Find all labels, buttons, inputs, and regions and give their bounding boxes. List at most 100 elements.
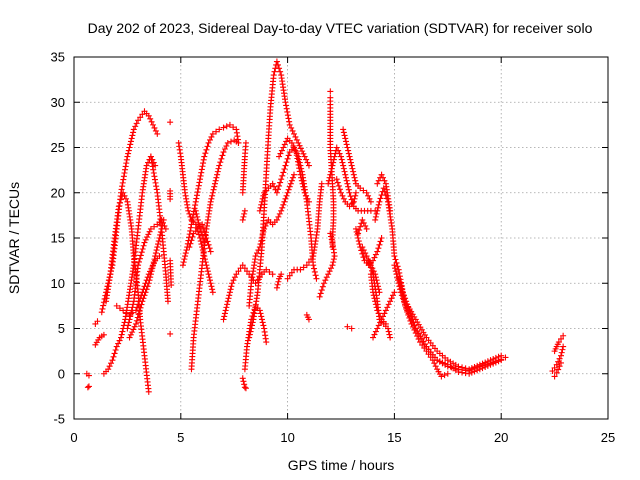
data-point bbox=[311, 268, 318, 275]
data-point bbox=[280, 169, 287, 176]
data-point bbox=[137, 252, 144, 259]
data-point bbox=[123, 309, 130, 316]
data-point bbox=[310, 262, 317, 269]
y-axis-ticks: -5 0 5 10 15 20 25 30 35 bbox=[51, 50, 608, 427]
data-point bbox=[330, 259, 337, 266]
data-point bbox=[387, 298, 394, 305]
data-point bbox=[269, 271, 276, 278]
data-point bbox=[336, 150, 343, 157]
data-point bbox=[116, 199, 123, 206]
data-point bbox=[401, 299, 408, 306]
data-point bbox=[300, 183, 307, 190]
data-point bbox=[127, 310, 134, 317]
data-point bbox=[343, 177, 350, 184]
y-tick-label: 0 bbox=[58, 366, 65, 381]
data-point bbox=[462, 365, 469, 372]
data-point bbox=[399, 289, 406, 296]
data-point bbox=[226, 292, 233, 299]
data-point bbox=[340, 165, 347, 172]
data-point bbox=[438, 373, 445, 380]
data-point bbox=[98, 309, 105, 316]
data-point bbox=[188, 221, 195, 228]
data-point bbox=[194, 216, 201, 223]
data-point bbox=[142, 236, 149, 243]
data-point bbox=[381, 310, 388, 317]
data-point bbox=[305, 162, 312, 169]
data-point bbox=[123, 156, 130, 163]
data-point bbox=[247, 328, 254, 335]
data-point bbox=[345, 186, 352, 193]
data-point bbox=[127, 138, 134, 145]
data-point bbox=[194, 189, 201, 196]
data-point bbox=[150, 262, 157, 269]
data-point bbox=[210, 186, 217, 193]
data-point bbox=[230, 124, 237, 131]
data-point bbox=[560, 343, 567, 350]
data-point bbox=[209, 286, 216, 293]
chart-title: Day 202 of 2023, Sidereal Day-to-day VTE… bbox=[88, 20, 593, 36]
data-point bbox=[296, 142, 303, 149]
data-point bbox=[138, 249, 145, 256]
data-point bbox=[549, 368, 556, 375]
data-point bbox=[396, 269, 403, 276]
data-point bbox=[126, 316, 133, 323]
track-52 bbox=[551, 359, 565, 380]
data-point bbox=[278, 271, 285, 278]
data-point bbox=[117, 334, 124, 341]
data-point bbox=[151, 223, 158, 230]
data-point bbox=[282, 162, 289, 169]
data-point bbox=[305, 259, 312, 266]
data-point bbox=[281, 141, 288, 148]
data-point bbox=[148, 156, 155, 163]
data-point bbox=[130, 126, 137, 133]
y-tick-label: 20 bbox=[51, 185, 65, 200]
data-point bbox=[414, 333, 421, 340]
plot-frame bbox=[73, 56, 609, 420]
data-point bbox=[502, 354, 509, 361]
data-point bbox=[330, 156, 337, 163]
data-point bbox=[187, 227, 194, 234]
data-point bbox=[312, 272, 319, 279]
data-point bbox=[252, 253, 259, 260]
data-point bbox=[144, 283, 151, 290]
data-point bbox=[85, 372, 92, 379]
data-point bbox=[155, 241, 162, 248]
data-point bbox=[153, 247, 160, 254]
track-46 bbox=[374, 171, 394, 214]
data-point bbox=[374, 325, 381, 332]
data-point bbox=[167, 196, 174, 203]
data-point bbox=[559, 346, 566, 353]
data-point bbox=[362, 250, 369, 257]
track-12 bbox=[167, 187, 174, 203]
data-point bbox=[405, 311, 412, 318]
data-point bbox=[318, 180, 325, 187]
y-tick-label: 5 bbox=[58, 321, 65, 336]
data-point bbox=[139, 298, 146, 305]
data-point bbox=[118, 331, 125, 338]
data-point bbox=[360, 247, 367, 254]
x-tick-label: 20 bbox=[494, 430, 508, 445]
data-point bbox=[192, 198, 199, 205]
data-point bbox=[421, 345, 428, 352]
data-point bbox=[216, 126, 223, 133]
data-point bbox=[371, 331, 378, 338]
data-point bbox=[136, 255, 143, 262]
data-point bbox=[348, 162, 355, 169]
data-point bbox=[455, 363, 462, 370]
track-2 bbox=[92, 331, 107, 348]
data-point bbox=[242, 385, 249, 392]
data-point bbox=[391, 262, 398, 269]
data-point bbox=[346, 189, 353, 196]
data-point bbox=[365, 257, 372, 264]
data-point bbox=[156, 235, 163, 241]
data-point bbox=[239, 375, 246, 382]
data-point bbox=[325, 271, 332, 278]
data-point bbox=[152, 253, 159, 260]
data-point bbox=[196, 222, 203, 229]
data-point bbox=[146, 228, 153, 235]
data-point bbox=[367, 264, 374, 271]
data-point bbox=[349, 165, 356, 172]
data-point bbox=[284, 189, 291, 196]
data-point bbox=[209, 130, 216, 137]
data-point bbox=[385, 328, 392, 335]
